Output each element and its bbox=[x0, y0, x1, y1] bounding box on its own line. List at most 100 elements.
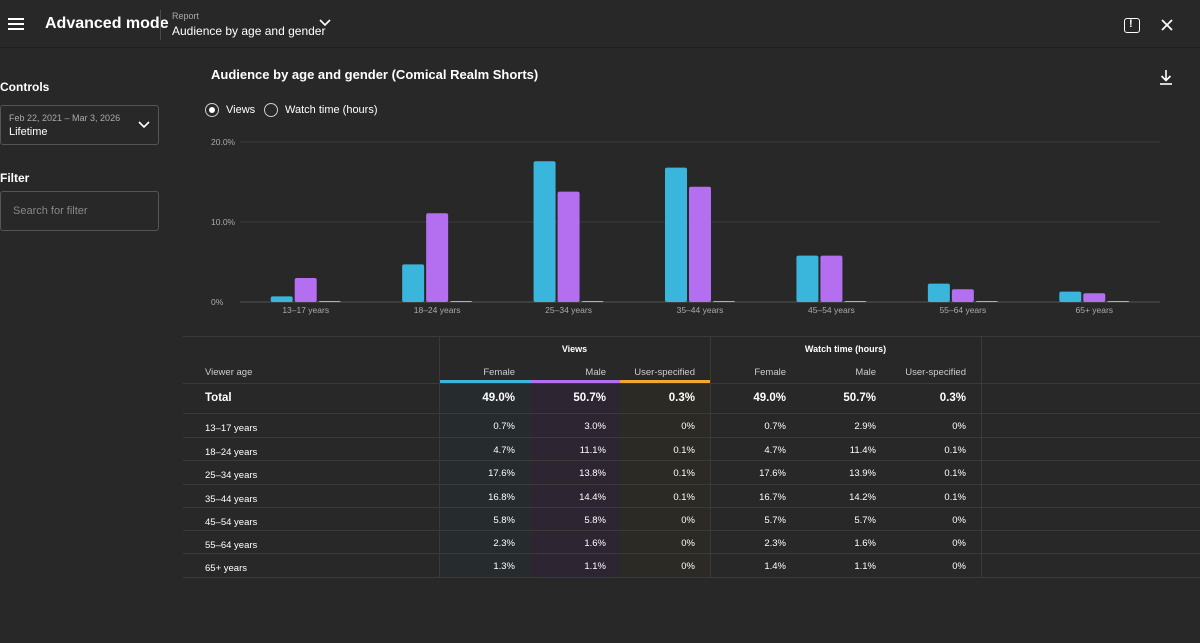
total-cell: 50.7% bbox=[843, 392, 876, 404]
bar-male bbox=[557, 191, 580, 302]
table-cell: 14.2% bbox=[849, 492, 876, 503]
bar-user-specified bbox=[975, 301, 998, 302]
bar-male bbox=[689, 186, 711, 302]
row-border bbox=[183, 437, 1200, 438]
bar-female bbox=[796, 255, 819, 302]
table-cell: 16.7% bbox=[759, 492, 786, 503]
bar-male bbox=[426, 213, 449, 302]
column-background bbox=[620, 383, 710, 577]
table-cell: 0% bbox=[681, 515, 695, 526]
x-tick-label: 25–34 years bbox=[545, 305, 592, 315]
column-header-user-specified[interactable]: User-specified bbox=[905, 367, 966, 378]
bar-male bbox=[951, 289, 974, 302]
table-cell: 4.7% bbox=[764, 445, 786, 456]
chevron-down-icon[interactable] bbox=[318, 18, 332, 28]
bar-female bbox=[402, 264, 425, 302]
row-border bbox=[183, 553, 1200, 554]
y-tick-label: 10.0% bbox=[211, 217, 236, 227]
table-cell: 1.6% bbox=[584, 538, 606, 549]
total-cell: 49.0% bbox=[753, 392, 786, 404]
row-border bbox=[183, 413, 1200, 414]
x-tick-label: 65+ years bbox=[1075, 305, 1113, 315]
table-cell: 13.9% bbox=[849, 468, 876, 479]
column-divider bbox=[981, 336, 982, 577]
metric-radio-watch-time[interactable]: Watch time (hours) bbox=[264, 102, 378, 118]
x-tick-label: 18–24 years bbox=[414, 305, 461, 315]
table-cell: 5.7% bbox=[854, 515, 876, 526]
bar-male bbox=[1083, 293, 1106, 302]
group-header-views: Views bbox=[561, 344, 588, 354]
report-label: Report bbox=[172, 11, 200, 21]
feedback-icon[interactable] bbox=[1124, 18, 1140, 33]
menu-icon[interactable] bbox=[8, 16, 24, 32]
table-cell: 1.4% bbox=[764, 561, 786, 572]
column-header-user-specified[interactable]: User-specified bbox=[634, 367, 695, 378]
table-cell: 0% bbox=[952, 421, 966, 432]
table-cell: 2.9% bbox=[854, 421, 876, 432]
date-range-selector[interactable]: Feb 22, 2021 – Mar 3, 2026 Lifetime bbox=[0, 105, 159, 145]
table-cell: 0.1% bbox=[944, 492, 966, 503]
table-cell: 0% bbox=[952, 538, 966, 549]
table-cell: 0.1% bbox=[673, 445, 695, 456]
table-cell: 1.3% bbox=[493, 561, 515, 572]
table-cell: 0.1% bbox=[944, 445, 966, 456]
row-header-viewer-age[interactable]: Viewer age bbox=[205, 367, 253, 378]
column-header-male[interactable]: Male bbox=[585, 367, 606, 378]
table-cell: 11.1% bbox=[579, 445, 606, 456]
table-cell: 0.1% bbox=[944, 468, 966, 479]
sidebar: Controls Feb 22, 2021 – Mar 3, 2026 Life… bbox=[0, 48, 170, 643]
column-divider bbox=[439, 336, 440, 577]
column-header-male[interactable]: Male bbox=[855, 367, 876, 378]
table-cell: 0% bbox=[952, 515, 966, 526]
bar-female bbox=[665, 167, 687, 302]
column-color-indicator bbox=[531, 380, 620, 383]
column-color-indicator bbox=[620, 380, 710, 383]
row-border bbox=[183, 507, 1200, 508]
x-tick-label: 45–54 years bbox=[808, 305, 855, 315]
date-preset-text: Lifetime bbox=[9, 126, 48, 138]
bar-male bbox=[820, 255, 843, 302]
column-header-female[interactable]: Female bbox=[754, 367, 786, 378]
table-cell: 4.7% bbox=[493, 445, 515, 456]
total-row-label: Total bbox=[205, 392, 232, 404]
y-tick-label: 20.0% bbox=[211, 137, 236, 147]
table-row-label: 65+ years bbox=[205, 563, 247, 574]
metric-radio-label: Views bbox=[226, 104, 256, 116]
bar-female bbox=[927, 283, 950, 302]
bar-user-specified bbox=[450, 301, 473, 302]
x-tick-label: 13–17 years bbox=[282, 305, 329, 315]
column-background bbox=[531, 383, 620, 577]
close-icon[interactable] bbox=[1159, 17, 1175, 33]
table-cell: 0.7% bbox=[764, 421, 786, 432]
table-cell: 17.6% bbox=[759, 468, 786, 479]
table-cell: 0% bbox=[681, 421, 695, 432]
column-header-female[interactable]: Female bbox=[483, 367, 515, 378]
download-icon[interactable] bbox=[1158, 68, 1174, 86]
table-cell: 1.1% bbox=[854, 561, 876, 572]
table-cell: 17.6% bbox=[488, 468, 515, 479]
row-border bbox=[183, 484, 1200, 485]
table-top-border bbox=[183, 336, 1200, 337]
group-header-watch-time: Watch time (hours) bbox=[804, 344, 887, 354]
filter-search-input[interactable] bbox=[0, 191, 159, 231]
controls-label: Controls bbox=[0, 80, 50, 94]
y-tick-label: 0% bbox=[211, 297, 224, 307]
table-row-label: 45–54 years bbox=[205, 517, 258, 528]
table-row-label: 35–44 years bbox=[205, 494, 258, 505]
table-cell: 5.7% bbox=[764, 515, 786, 526]
top-bar: Advanced mode Report Audience by age and… bbox=[0, 0, 1200, 48]
radio-selected-icon bbox=[205, 103, 219, 117]
table-cell: 0.1% bbox=[673, 492, 695, 503]
bar-user-specified bbox=[318, 301, 341, 302]
row-border bbox=[183, 577, 1200, 578]
report-name[interactable]: Audience by age and gender bbox=[172, 24, 326, 38]
table-cell: 5.8% bbox=[584, 515, 606, 526]
total-cell: 50.7% bbox=[573, 392, 606, 404]
table-row-label: 13–17 years bbox=[205, 423, 258, 434]
table-row-label: 18–24 years bbox=[205, 447, 258, 458]
total-cell: 49.0% bbox=[482, 392, 515, 404]
bar-female bbox=[533, 161, 556, 302]
bar-female bbox=[270, 296, 293, 302]
column-background bbox=[439, 383, 531, 577]
metric-radio-views[interactable]: Views bbox=[205, 102, 255, 118]
